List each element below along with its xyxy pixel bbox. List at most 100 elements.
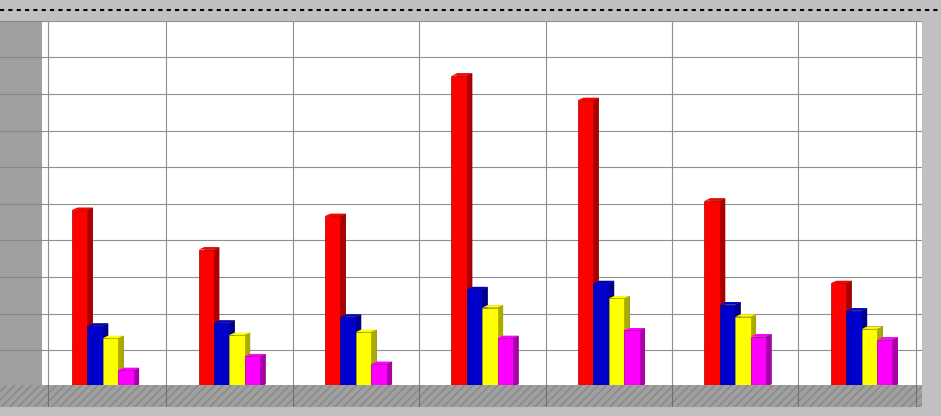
Bar bbox=[467, 289, 482, 387]
Polygon shape bbox=[705, 198, 726, 201]
Polygon shape bbox=[245, 332, 250, 387]
Polygon shape bbox=[624, 328, 645, 330]
Bar bbox=[578, 100, 594, 387]
Bar bbox=[123, 368, 139, 384]
Bar bbox=[598, 281, 614, 384]
Polygon shape bbox=[325, 213, 346, 216]
Bar bbox=[624, 330, 640, 387]
Bar bbox=[705, 201, 720, 387]
Polygon shape bbox=[230, 320, 235, 387]
Bar bbox=[72, 210, 88, 387]
Bar bbox=[831, 283, 846, 387]
Polygon shape bbox=[498, 305, 503, 387]
Polygon shape bbox=[103, 336, 123, 338]
Polygon shape bbox=[862, 327, 883, 329]
Bar bbox=[498, 338, 513, 387]
Polygon shape bbox=[624, 296, 630, 387]
Bar bbox=[457, 73, 472, 384]
Bar bbox=[219, 320, 235, 384]
Bar bbox=[741, 314, 757, 384]
Bar bbox=[720, 305, 735, 387]
Bar bbox=[594, 283, 609, 387]
Bar bbox=[235, 332, 250, 384]
Polygon shape bbox=[720, 198, 726, 387]
Bar bbox=[583, 98, 598, 384]
Polygon shape bbox=[371, 329, 376, 387]
Polygon shape bbox=[751, 334, 772, 337]
Bar bbox=[93, 323, 108, 384]
Polygon shape bbox=[578, 98, 598, 100]
Bar bbox=[356, 332, 371, 387]
Polygon shape bbox=[483, 287, 487, 387]
Polygon shape bbox=[594, 281, 614, 283]
Bar bbox=[735, 317, 751, 387]
Polygon shape bbox=[452, 73, 472, 76]
Polygon shape bbox=[862, 308, 868, 387]
Polygon shape bbox=[513, 336, 518, 387]
Polygon shape bbox=[356, 314, 361, 387]
Bar bbox=[751, 337, 766, 387]
Polygon shape bbox=[751, 314, 757, 387]
Polygon shape bbox=[214, 247, 219, 387]
Polygon shape bbox=[483, 305, 503, 307]
Bar bbox=[630, 328, 645, 384]
Bar bbox=[330, 213, 346, 384]
Bar bbox=[452, 76, 467, 387]
Polygon shape bbox=[846, 308, 868, 311]
Bar bbox=[119, 370, 134, 387]
Bar bbox=[472, 287, 487, 384]
Polygon shape bbox=[72, 208, 93, 210]
Bar bbox=[710, 198, 726, 384]
Polygon shape bbox=[467, 73, 472, 387]
Polygon shape bbox=[341, 314, 361, 317]
Bar bbox=[245, 357, 260, 387]
Bar bbox=[250, 354, 265, 384]
Bar bbox=[341, 317, 356, 387]
Polygon shape bbox=[341, 213, 346, 387]
Bar bbox=[487, 305, 503, 384]
Polygon shape bbox=[467, 287, 487, 289]
Polygon shape bbox=[260, 354, 265, 387]
Polygon shape bbox=[735, 314, 757, 317]
Bar bbox=[483, 307, 498, 387]
Polygon shape bbox=[387, 362, 392, 387]
Polygon shape bbox=[831, 281, 852, 283]
Polygon shape bbox=[846, 281, 852, 387]
Polygon shape bbox=[134, 368, 139, 387]
Bar bbox=[346, 314, 361, 384]
Polygon shape bbox=[892, 337, 898, 387]
Bar bbox=[325, 216, 341, 387]
Polygon shape bbox=[594, 98, 598, 387]
Bar bbox=[361, 329, 376, 384]
Polygon shape bbox=[88, 323, 108, 326]
Bar bbox=[199, 250, 214, 387]
Bar bbox=[230, 335, 245, 387]
Polygon shape bbox=[735, 302, 741, 387]
Polygon shape bbox=[214, 320, 235, 323]
Bar bbox=[376, 362, 392, 384]
Bar bbox=[614, 296, 630, 384]
Bar bbox=[877, 339, 892, 387]
Polygon shape bbox=[356, 329, 376, 332]
Bar bbox=[852, 308, 868, 384]
Polygon shape bbox=[245, 354, 265, 357]
Bar bbox=[757, 334, 772, 384]
Polygon shape bbox=[609, 281, 614, 387]
Polygon shape bbox=[640, 328, 645, 387]
Bar bbox=[503, 336, 518, 384]
Polygon shape bbox=[498, 336, 518, 338]
Polygon shape bbox=[877, 337, 898, 339]
Polygon shape bbox=[230, 332, 250, 335]
Bar bbox=[204, 247, 219, 384]
Bar bbox=[108, 336, 123, 384]
Polygon shape bbox=[766, 334, 772, 387]
Polygon shape bbox=[103, 323, 108, 387]
Bar bbox=[837, 281, 852, 384]
Bar bbox=[103, 338, 119, 387]
Bar bbox=[88, 326, 103, 387]
Bar bbox=[726, 302, 741, 384]
Bar bbox=[868, 327, 883, 384]
Bar bbox=[862, 329, 877, 387]
Bar bbox=[609, 298, 624, 387]
Bar bbox=[883, 337, 898, 384]
